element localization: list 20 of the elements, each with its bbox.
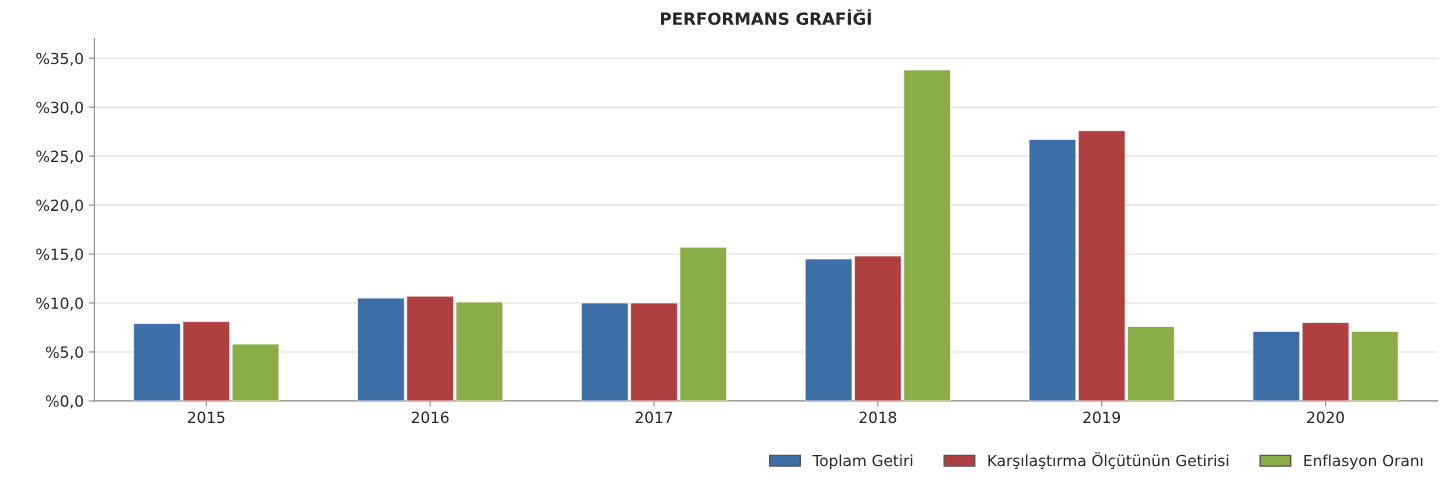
x-tick-label: 2015 xyxy=(187,411,225,424)
x-tick-label: 2017 xyxy=(635,411,673,424)
chart-title: PERFORMANS GRAFİĞİ xyxy=(660,9,871,25)
y-tick-label: %35,0 xyxy=(36,52,83,66)
y-tick-label: %15,0 xyxy=(36,248,83,262)
legend-label: Karşılaştırma Ölçütünün Getirisi xyxy=(988,452,1229,470)
x-tick-label: 2016 xyxy=(411,411,449,424)
legend-label: Toplam Getiri xyxy=(812,454,913,470)
legend-label: Enflasyon Oranı xyxy=(1304,454,1423,470)
y-tick-label: %5,0 xyxy=(45,346,83,360)
y-tick-label: %25,0 xyxy=(36,150,83,164)
bar xyxy=(231,343,280,401)
y-tick-label: %10,0 xyxy=(36,297,83,311)
bar xyxy=(1252,331,1301,401)
y-tick-label: %0,0 xyxy=(45,395,83,409)
x-tick-label: 2019 xyxy=(1083,411,1121,424)
x-tick-label: 2018 xyxy=(859,411,897,424)
x-tick-label: 2020 xyxy=(1307,411,1344,424)
y-tick-label: %30,0 xyxy=(36,101,83,115)
y-tick-label: %20,0 xyxy=(36,199,83,213)
